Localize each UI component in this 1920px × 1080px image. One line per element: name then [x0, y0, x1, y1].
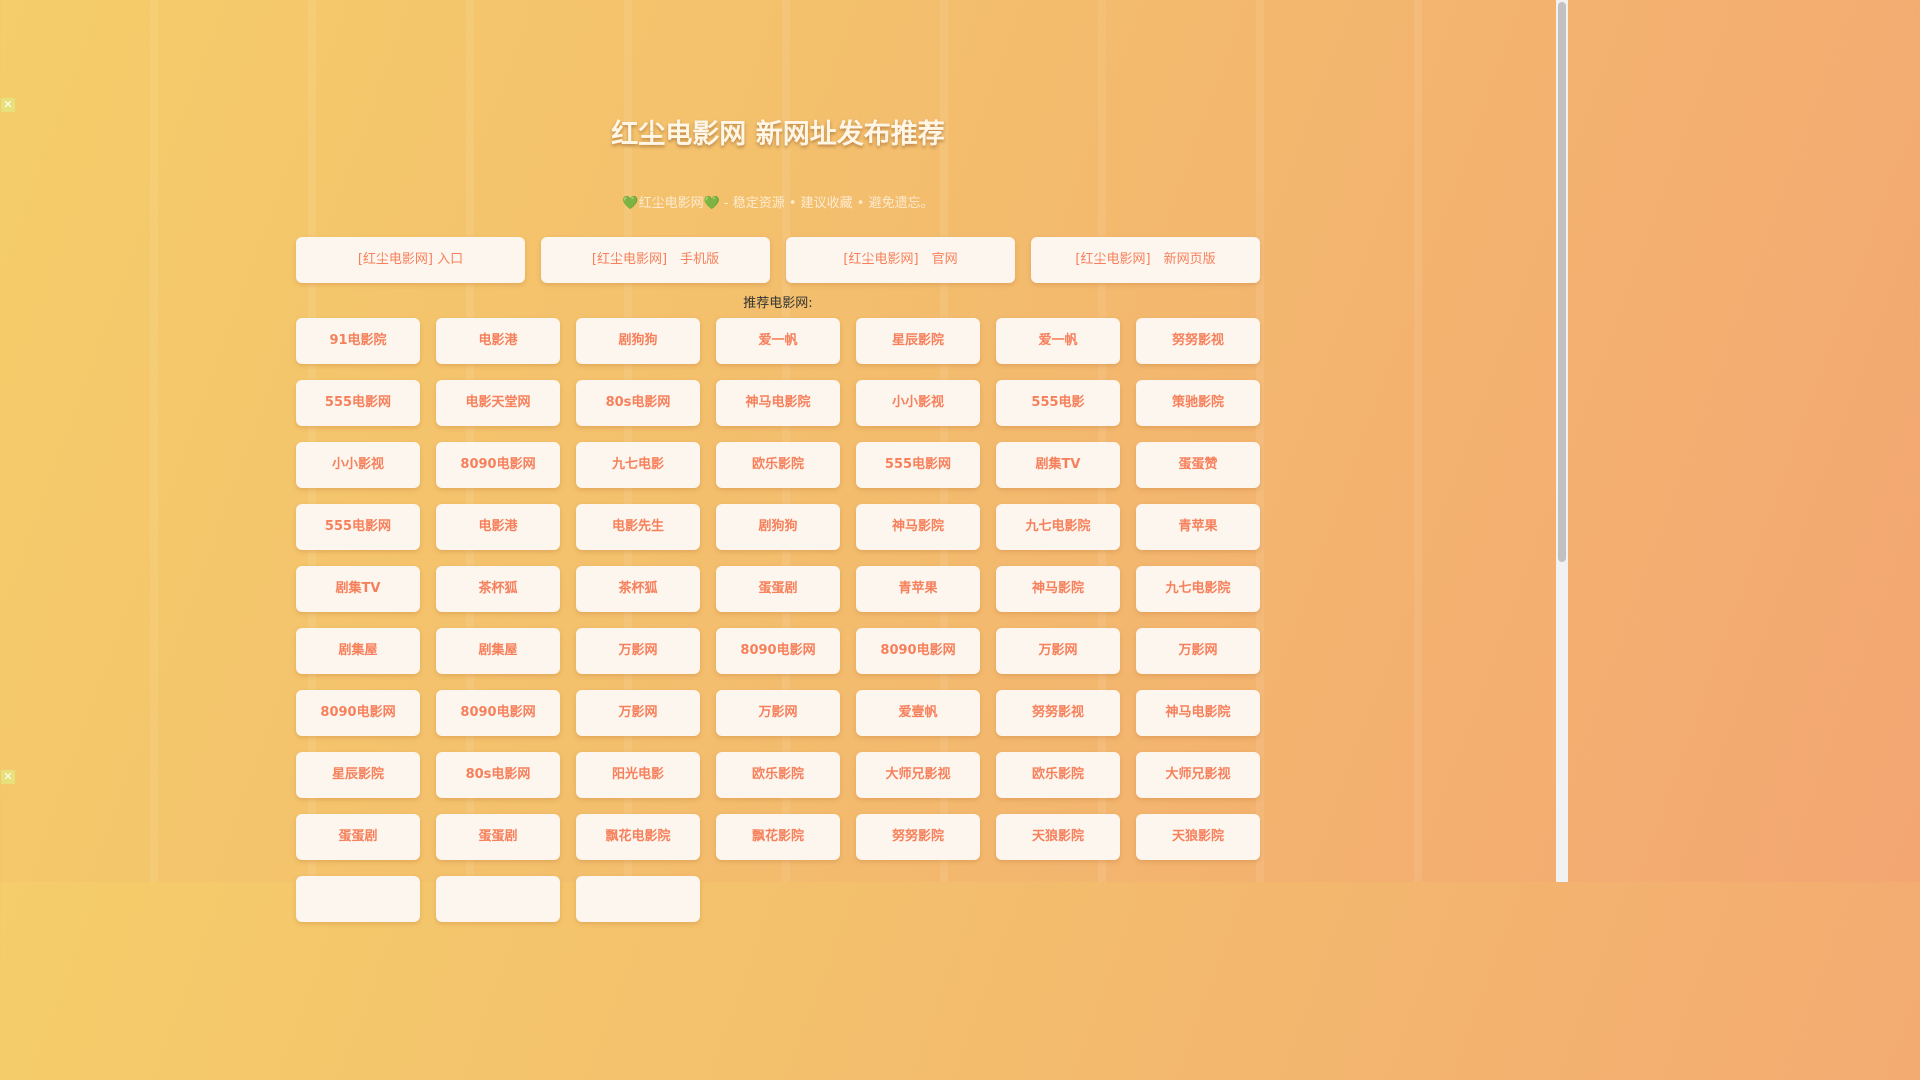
site-link[interactable]: 剧集TV [296, 566, 420, 612]
site-link[interactable]: 大师兄影视 [856, 752, 980, 798]
site-link[interactable]: 80s电影网 [576, 380, 700, 426]
site-link[interactable]: 万影网 [1136, 628, 1260, 674]
site-link[interactable]: 8090电影网 [856, 628, 980, 674]
site-link[interactable]: 欧乐影院 [716, 442, 840, 488]
page-title: 红尘电影网 新网址发布推荐 [611, 119, 945, 150]
site-link[interactable]: 剧集屋 [436, 628, 560, 674]
site-link[interactable]: 小小影视 [296, 442, 420, 488]
site-link[interactable]: 青苹果 [1136, 504, 1260, 550]
site-link[interactable]: 天狼影院 [1136, 814, 1260, 860]
site-link[interactable]: 电影港 [436, 318, 560, 364]
site-link[interactable]: 剧狗狗 [576, 318, 700, 364]
new-web-link[interactable]: [红尘电影网] 新网页版 [1031, 237, 1260, 283]
site-link[interactable]: 星辰影院 [856, 318, 980, 364]
site-link[interactable]: 茶杯狐 [436, 566, 560, 612]
site-link[interactable]: 剧狗狗 [716, 504, 840, 550]
recommend-label: 推荐电影网: [743, 296, 813, 311]
subtitle: 💚红尘电影网💚 - 稳定资源 • 建议收藏 • 避免遗忘。 [0, 192, 1556, 211]
site-link[interactable]: 神马电影院 [1136, 690, 1260, 736]
site-link[interactable]: 天狼影院 [996, 814, 1120, 860]
top-links: [红尘电影网] 入口 [红尘电影网] 手机版 [红尘电影网] 官网 [红尘电影网… [296, 237, 1260, 283]
site-link[interactable]: 欧乐影院 [716, 752, 840, 798]
site-link[interactable]: 555电影网 [856, 442, 980, 488]
site-link[interactable]: 欧乐影院 [996, 752, 1120, 798]
site-link[interactable]: 茶杯狐 [576, 566, 700, 612]
site-link[interactable]: 星辰影院 [296, 752, 420, 798]
site-link[interactable]: 万影网 [716, 690, 840, 736]
site-link[interactable]: 8090电影网 [296, 690, 420, 736]
site-link[interactable]: 蛋蛋剧 [296, 814, 420, 860]
site-link[interactable]: 555电影网 [296, 380, 420, 426]
site-link[interactable]: 剧集TV [996, 442, 1120, 488]
site-grid: 91电影院 电影港 剧狗狗 爱一帆 星辰影院 爱一帆 努努影视 555电影网 电影天堂网 80s电… [296, 318, 1260, 922]
site-link[interactable]: 555电影 [996, 380, 1120, 426]
entry-link[interactable]: [红尘电影网] 入口 [296, 237, 525, 283]
site-link[interactable] [296, 876, 420, 922]
site-link[interactable]: 8090电影网 [716, 628, 840, 674]
site-link[interactable]: 91电影院 [296, 318, 420, 364]
site-link[interactable]: 爱壹帆 [856, 690, 980, 736]
site-link[interactable]: 飘花影院 [716, 814, 840, 860]
site-link[interactable]: 爱一帆 [716, 318, 840, 364]
site-link[interactable]: 电影先生 [576, 504, 700, 550]
site-link[interactable]: 8090电影网 [436, 690, 560, 736]
site-link[interactable]: 电影天堂网 [436, 380, 560, 426]
site-link[interactable]: 蛋蛋剧 [716, 566, 840, 612]
site-link[interactable]: 8090电影网 [436, 442, 560, 488]
site-link[interactable]: 努努影院 [856, 814, 980, 860]
site-link[interactable]: 策驰影院 [1136, 380, 1260, 426]
site-link[interactable]: 九七电影院 [1136, 566, 1260, 612]
site-link[interactable]: 努努影视 [996, 690, 1120, 736]
close-ad-icon[interactable]: ✕ [1, 98, 15, 112]
site-link[interactable] [436, 876, 560, 922]
heart-icon: 💚 [703, 196, 720, 211]
site-link[interactable]: 万影网 [576, 628, 700, 674]
site-link[interactable]: 大师兄影视 [1136, 752, 1260, 798]
site-link[interactable]: 神马影院 [856, 504, 980, 550]
site-link[interactable]: 努努影视 [1136, 318, 1260, 364]
site-link[interactable]: 神马电影院 [716, 380, 840, 426]
mobile-link[interactable]: [红尘电影网] 手机版 [541, 237, 770, 283]
site-link[interactable]: 万影网 [996, 628, 1120, 674]
scrollbar[interactable] [1556, 0, 1568, 882]
site-link[interactable]: 电影港 [436, 504, 560, 550]
site-link[interactable] [576, 876, 700, 922]
official-link[interactable]: [红尘电影网] 官网 [786, 237, 1015, 283]
site-link[interactable]: 蛋蛋赞 [1136, 442, 1260, 488]
site-link[interactable]: 80s电影网 [436, 752, 560, 798]
scrollbar-thumb[interactable] [1558, 2, 1566, 562]
site-link[interactable]: 555电影网 [296, 504, 420, 550]
site-link[interactable]: 爱一帆 [996, 318, 1120, 364]
site-link[interactable]: 阳光电影 [576, 752, 700, 798]
site-link[interactable]: 小小影视 [856, 380, 980, 426]
site-link[interactable]: 青苹果 [856, 566, 980, 612]
site-link[interactable]: 万影网 [576, 690, 700, 736]
subtitle-name: 红尘电影网 [638, 196, 704, 211]
site-link[interactable]: 神马影院 [996, 566, 1120, 612]
close-ad-icon[interactable]: ✕ [1, 770, 15, 784]
site-link[interactable]: 飘花电影院 [576, 814, 700, 860]
site-link[interactable]: 九七电影 [576, 442, 700, 488]
site-link[interactable]: 剧集屋 [296, 628, 420, 674]
site-link[interactable]: 蛋蛋剧 [436, 814, 560, 860]
subtitle-text: - 稳定资源 • 建议收藏 • 避免遗忘。 [719, 196, 934, 211]
heart-icon: 💚 [622, 196, 639, 211]
site-link[interactable]: 九七电影院 [996, 504, 1120, 550]
